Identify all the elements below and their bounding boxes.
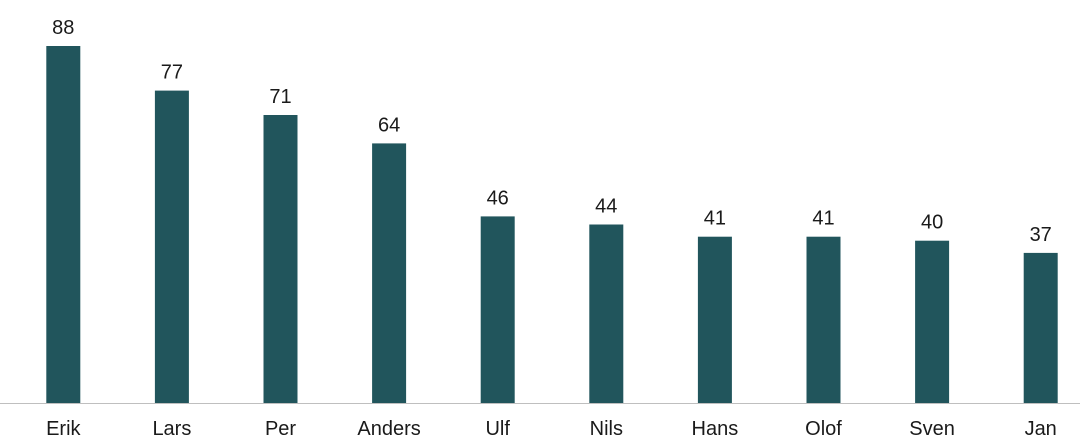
x-tick-label-sven: Sven: [909, 418, 955, 440]
bar-nils: [589, 224, 624, 403]
data-label-olof: 41: [812, 208, 834, 230]
bar-hans: [697, 236, 732, 403]
data-label-lars: 77: [161, 62, 183, 84]
x-tick-label-jan: Jan: [1025, 418, 1057, 440]
x-tick-label-ulf: Ulf: [485, 418, 510, 440]
bar-olof: [806, 236, 841, 403]
bar-lars: [154, 90, 189, 403]
x-tick-label-olof: Olof: [805, 418, 842, 440]
x-tick-label-nils: Nils: [590, 418, 623, 440]
data-label-nils: 44: [595, 196, 617, 218]
bar-per: [263, 115, 298, 403]
data-label-sven: 40: [921, 212, 943, 234]
bars-group: [46, 46, 1058, 403]
x-tick-labels-group: Erik Lars Per Anders Ulf Nils Hans Olof Sven Jan: [46, 418, 1057, 440]
data-label-hans: 41: [704, 208, 726, 230]
bar-anders: [372, 143, 407, 403]
data-label-jan: 37: [1030, 224, 1052, 246]
x-tick-label-lars: Lars: [152, 418, 191, 440]
x-tick-label-erik: Erik: [46, 418, 81, 440]
data-label-anders: 64: [378, 114, 400, 136]
data-label-erik: 88: [52, 17, 74, 39]
x-tick-label-anders: Anders: [357, 418, 420, 440]
x-tick-label-hans: Hans: [692, 418, 739, 440]
data-label-per: 71: [269, 86, 291, 108]
data-label-ulf: 46: [487, 187, 509, 209]
bar-sven: [915, 240, 950, 403]
value-labels-group: 88 77 71 64 46 44 41 41 40 37: [52, 17, 1052, 246]
bar-erik: [46, 46, 81, 403]
bar-ulf: [480, 216, 515, 403]
bar-jan: [1023, 252, 1058, 403]
x-tick-label-per: Per: [265, 418, 296, 440]
